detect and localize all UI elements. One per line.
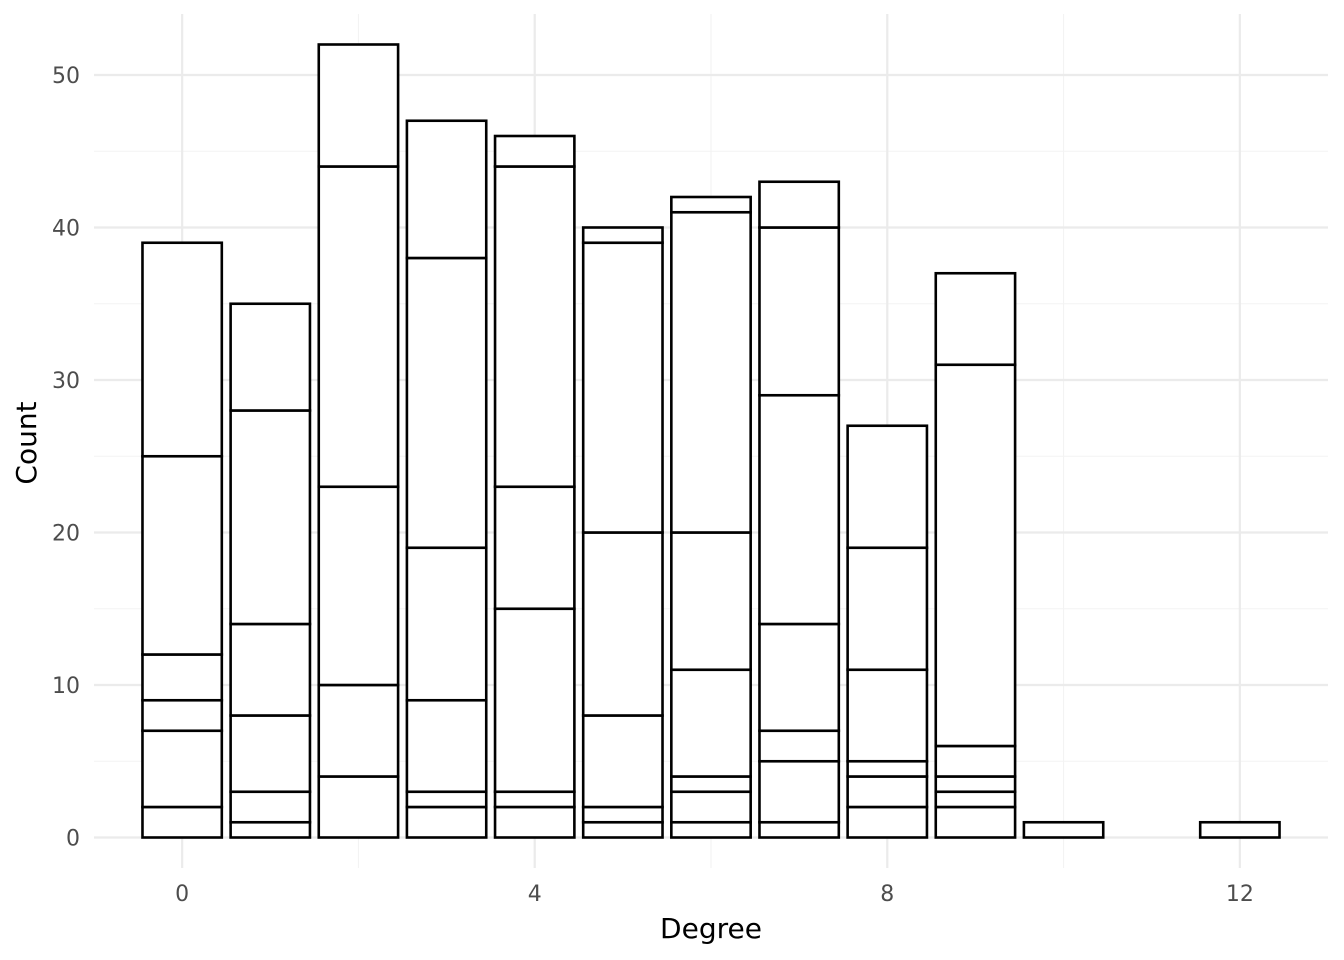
y-axis-title: Count [10, 401, 43, 484]
bar-segment [317, 775, 400, 839]
bar-segment [846, 424, 929, 550]
bar-segment [317, 165, 400, 489]
x-tick-label: 12 [1226, 882, 1254, 907]
bar-segment [846, 546, 929, 672]
bar-segment [229, 790, 312, 824]
bar-segment [934, 363, 1017, 748]
bar-segment [493, 805, 576, 839]
bar-segment [934, 775, 1017, 794]
bar-segment [934, 805, 1017, 839]
bar-segment [846, 805, 929, 839]
bar-segment [670, 775, 752, 794]
bar-segment [493, 165, 576, 489]
bar-degree-2 [317, 43, 400, 839]
bar-segment [493, 790, 576, 809]
bar-segment [670, 668, 752, 778]
bar-segment [493, 485, 576, 611]
bar-segment [317, 485, 400, 687]
bar-segment [670, 820, 752, 839]
bar-segment [670, 195, 752, 214]
y-tick-label: 20 [52, 522, 80, 547]
x-tick-label: 0 [175, 882, 189, 907]
bar-degree-0 [141, 241, 224, 839]
bar-segment [141, 729, 224, 809]
bar-segment [934, 790, 1017, 809]
bars [141, 43, 1281, 839]
bar-segment [405, 805, 488, 839]
bar-degree-7 [758, 180, 841, 839]
bar-segment [405, 546, 488, 702]
bar-segment [229, 714, 312, 794]
bar-segment [581, 531, 664, 717]
bar-segment [581, 241, 664, 534]
bar-segment [758, 226, 841, 397]
bar-segment [846, 775, 929, 809]
bar-degree-3 [405, 119, 488, 839]
bar-segment [141, 653, 224, 702]
x-tick-label: 4 [528, 882, 542, 907]
bar-degree-9 [934, 271, 1017, 839]
x-tick-label: 8 [880, 882, 894, 907]
bar-segment [670, 210, 752, 534]
bar-segment [405, 790, 488, 809]
bar-segment [758, 820, 841, 839]
bar-segment [1198, 820, 1281, 839]
bar-segment [934, 744, 1017, 778]
y-tick-label: 10 [52, 674, 80, 699]
bar-segment [141, 805, 224, 839]
x-axis-ticks: 0 4 8 12 [175, 882, 1254, 907]
bar-segment [846, 759, 929, 778]
bar-degree-6 [670, 195, 752, 839]
x-axis-title: Degree [660, 912, 762, 945]
y-tick-label: 50 [52, 64, 80, 89]
bar-segment [141, 241, 224, 458]
bar-segment [670, 531, 752, 672]
bar-segment [405, 698, 488, 794]
bar-segment [493, 607, 576, 794]
bar-segment [581, 714, 664, 809]
bar-segment [1022, 820, 1105, 839]
bar-segment [934, 271, 1017, 367]
bar-segment [229, 622, 312, 717]
bar-segment [229, 820, 312, 839]
bar-segment [846, 668, 929, 763]
bar-segment [317, 683, 400, 778]
bar-degree-1 [229, 302, 312, 839]
bar-segment [405, 256, 488, 550]
y-tick-label: 40 [52, 217, 80, 242]
bar-segment [405, 119, 488, 260]
bar-segment [141, 454, 224, 656]
bar-segment [758, 180, 841, 229]
bar-segment [317, 43, 400, 168]
bar-segment [758, 622, 841, 733]
bar-segment [581, 805, 664, 824]
bar-segment [229, 409, 312, 626]
y-tick-label: 0 [66, 827, 80, 852]
bar-degree-10 [1022, 820, 1105, 839]
bar-segment [141, 698, 224, 733]
bar-degree-5 [581, 226, 664, 839]
bar-segment [581, 820, 664, 839]
y-tick-label: 30 [52, 369, 80, 394]
y-axis-ticks: 0 10 20 30 40 50 [52, 64, 80, 852]
bar-segment [670, 790, 752, 824]
bar-segment [493, 134, 576, 168]
bar-segment [758, 759, 841, 824]
bar-segment [229, 302, 312, 412]
bar-degree-8 [846, 424, 929, 839]
bar-segment [758, 729, 841, 763]
bar-degree-4 [493, 134, 576, 839]
bar-segment [581, 226, 664, 245]
bar-degree-12 [1198, 820, 1281, 839]
bar-segment [758, 393, 841, 626]
